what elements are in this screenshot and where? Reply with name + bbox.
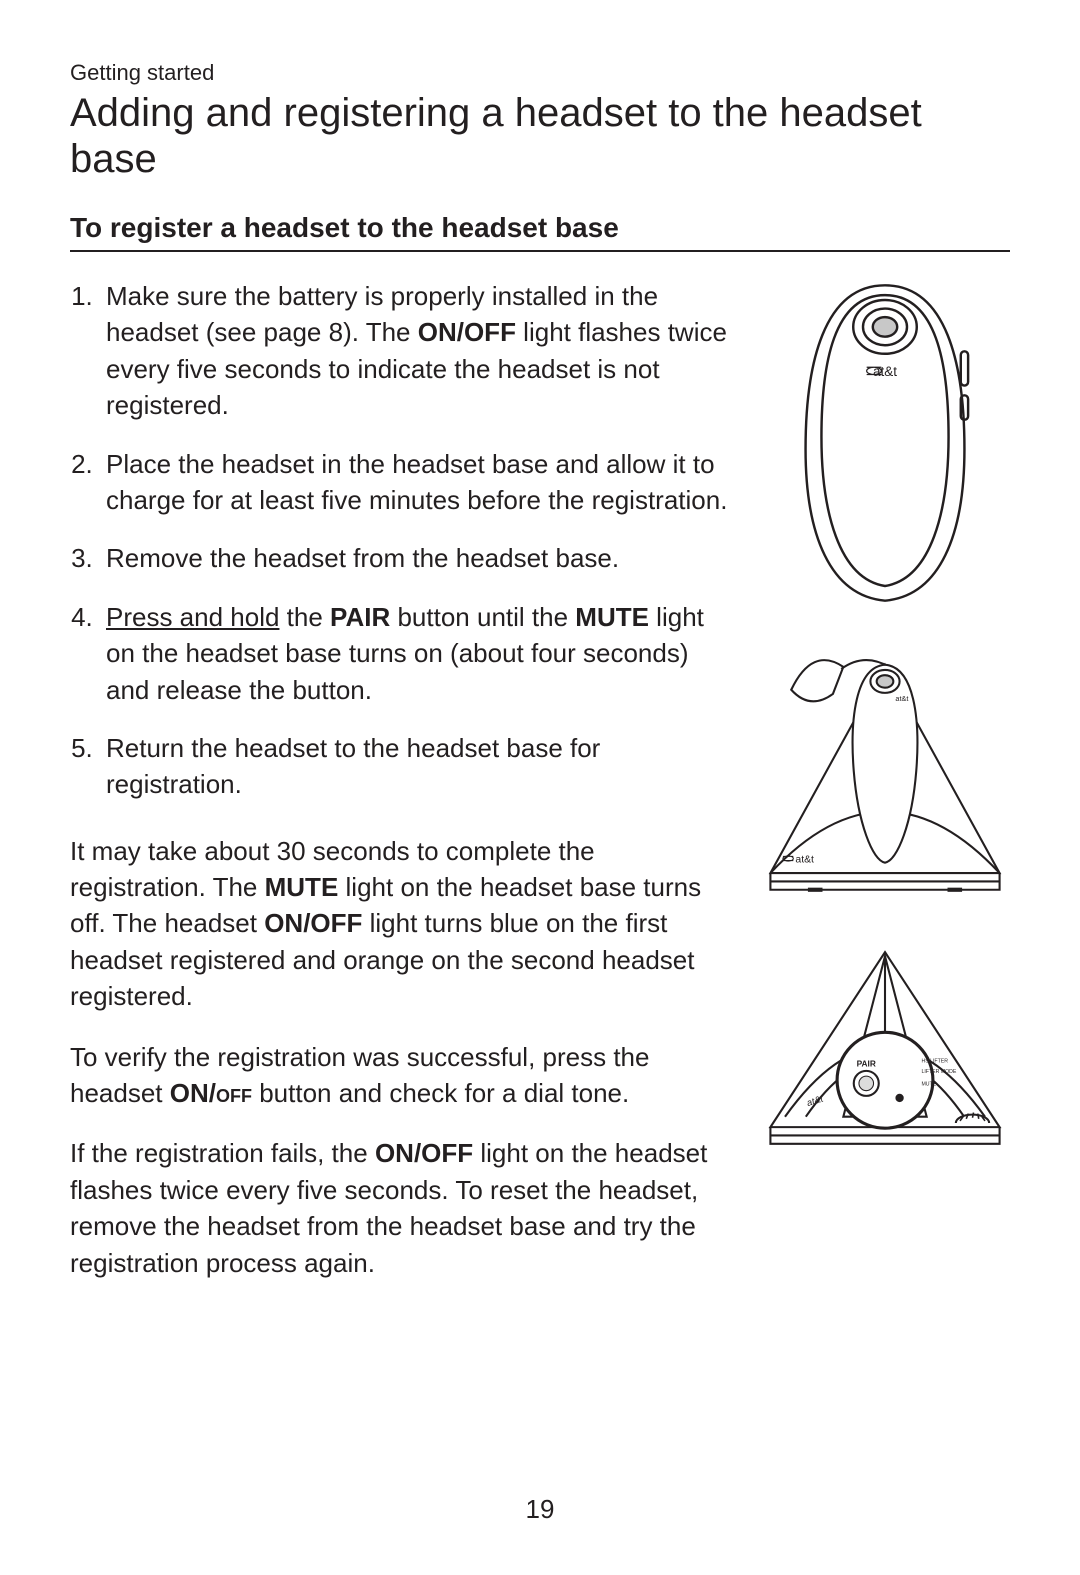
mute-label: MUTE bbox=[265, 872, 339, 902]
step-4: Press and hold the PAIR button until the… bbox=[100, 599, 734, 708]
step-text: the bbox=[279, 602, 330, 632]
text-column: Make sure the battery is properly instal… bbox=[70, 278, 734, 1305]
pair-label: PAIR bbox=[330, 602, 390, 632]
brand-text: at&t bbox=[873, 364, 897, 379]
step-5: Return the headset to the headset base f… bbox=[100, 730, 734, 803]
step-2: Place the headset in the headset base an… bbox=[100, 446, 734, 519]
paragraph-3: If the registration fails, the ON/OFF li… bbox=[70, 1135, 734, 1281]
paragraph-1: It may take about 30 seconds to complete… bbox=[70, 833, 734, 1015]
para-text: button and check for a dial tone. bbox=[252, 1078, 629, 1108]
page-number: 19 bbox=[526, 1494, 555, 1525]
pair-text: PAIR bbox=[857, 1059, 876, 1069]
off-label: off bbox=[216, 1078, 252, 1108]
step-text: button until the bbox=[390, 602, 575, 632]
headset-base-illustration: at&t at&t bbox=[760, 626, 1010, 916]
on-label: ON/ bbox=[170, 1078, 216, 1108]
brand-text: at&t bbox=[805, 1093, 824, 1108]
content-row: Make sure the battery is properly instal… bbox=[70, 278, 1010, 1305]
steps-list: Make sure the battery is properly instal… bbox=[70, 278, 734, 803]
para-text: If the registration fails, the bbox=[70, 1138, 375, 1168]
press-hold-text: Press and hold bbox=[106, 602, 279, 632]
mute-text: MUTE bbox=[921, 1081, 936, 1087]
on-off-label: ON/OFF bbox=[418, 317, 516, 347]
illustration-column: at&t bbox=[760, 278, 1010, 1305]
on-off-label: ON/OFF bbox=[375, 1138, 473, 1168]
brand-text: at&t bbox=[795, 855, 814, 866]
step-1: Make sure the battery is properly instal… bbox=[100, 278, 734, 424]
on-off-label: ON/OFF bbox=[264, 908, 362, 938]
lifter-text: LIFTER MODE bbox=[921, 1069, 956, 1075]
base-rear-illustration: PAIR HS LIFTER LIFTER MODE MUTE at&t bbox=[760, 934, 1010, 1164]
section-heading: To register a headset to the headset bas… bbox=[70, 212, 1010, 252]
manual-page: Getting started Adding and registering a… bbox=[0, 0, 1080, 1575]
step-3: Remove the headset from the headset base… bbox=[100, 540, 734, 576]
brand-text: at&t bbox=[895, 694, 908, 703]
paragraph-2: To verify the registration was successfu… bbox=[70, 1039, 734, 1112]
page-title: Adding and registering a headset to the … bbox=[70, 90, 1010, 182]
hslifter-text: HS LIFTER bbox=[921, 1059, 948, 1065]
headset-illustration: at&t bbox=[760, 278, 1010, 608]
mute-label: MUTE bbox=[575, 602, 649, 632]
section-label: Getting started bbox=[70, 60, 1010, 86]
